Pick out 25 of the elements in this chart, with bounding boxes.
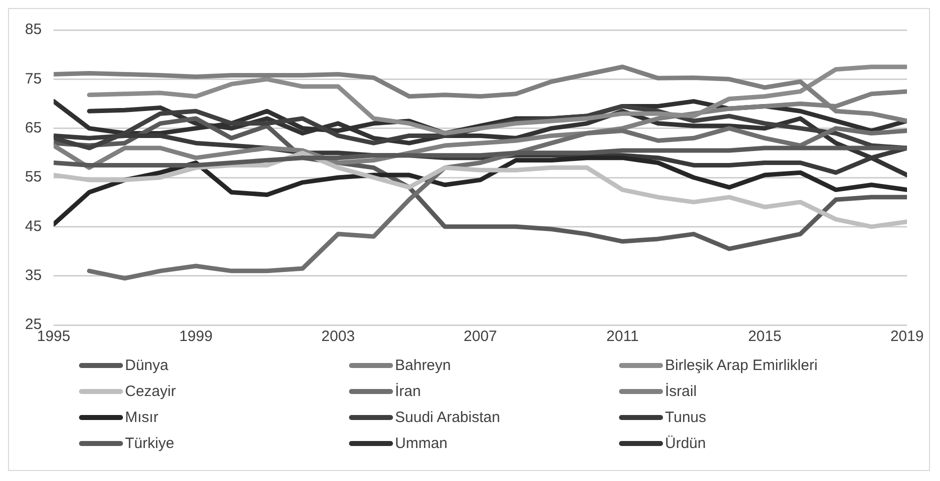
legend-label: Bahreyn xyxy=(395,356,451,374)
x-tick-label: 1999 xyxy=(179,328,213,346)
y-tick-label: 85 xyxy=(24,21,42,38)
x-tick-label: 2007 xyxy=(464,328,498,346)
legend-label: İsrail xyxy=(665,382,697,400)
legend-label: Türkiye xyxy=(125,434,174,452)
y-tick-label: 35 xyxy=(24,266,42,284)
legend-label: Suudi Arabistan xyxy=(395,408,500,426)
x-tick-label: 2011 xyxy=(606,328,639,346)
x-tick-label: 2019 xyxy=(890,328,924,346)
legend-label: Cezayir xyxy=(125,382,176,400)
y-tick-label: 45 xyxy=(24,218,42,235)
y-tick-label: 75 xyxy=(24,70,42,88)
x-tick-label: 2015 xyxy=(748,328,782,346)
y-tick-label: 55 xyxy=(24,168,42,186)
legend-label: İran xyxy=(395,382,421,400)
legend-label: Ürdün xyxy=(665,434,706,452)
legend-label: Umman xyxy=(395,434,448,452)
legend-label: Tunus xyxy=(665,408,706,426)
legend-label: Mısır xyxy=(125,408,158,426)
legend-label: Birleşik Arap Emirlikleri xyxy=(665,356,818,374)
legend-label: Dünya xyxy=(125,356,168,374)
y-tick-label: 65 xyxy=(24,119,42,136)
x-tick-label: 2003 xyxy=(321,328,355,346)
x-tick-label: 1995 xyxy=(36,328,70,346)
